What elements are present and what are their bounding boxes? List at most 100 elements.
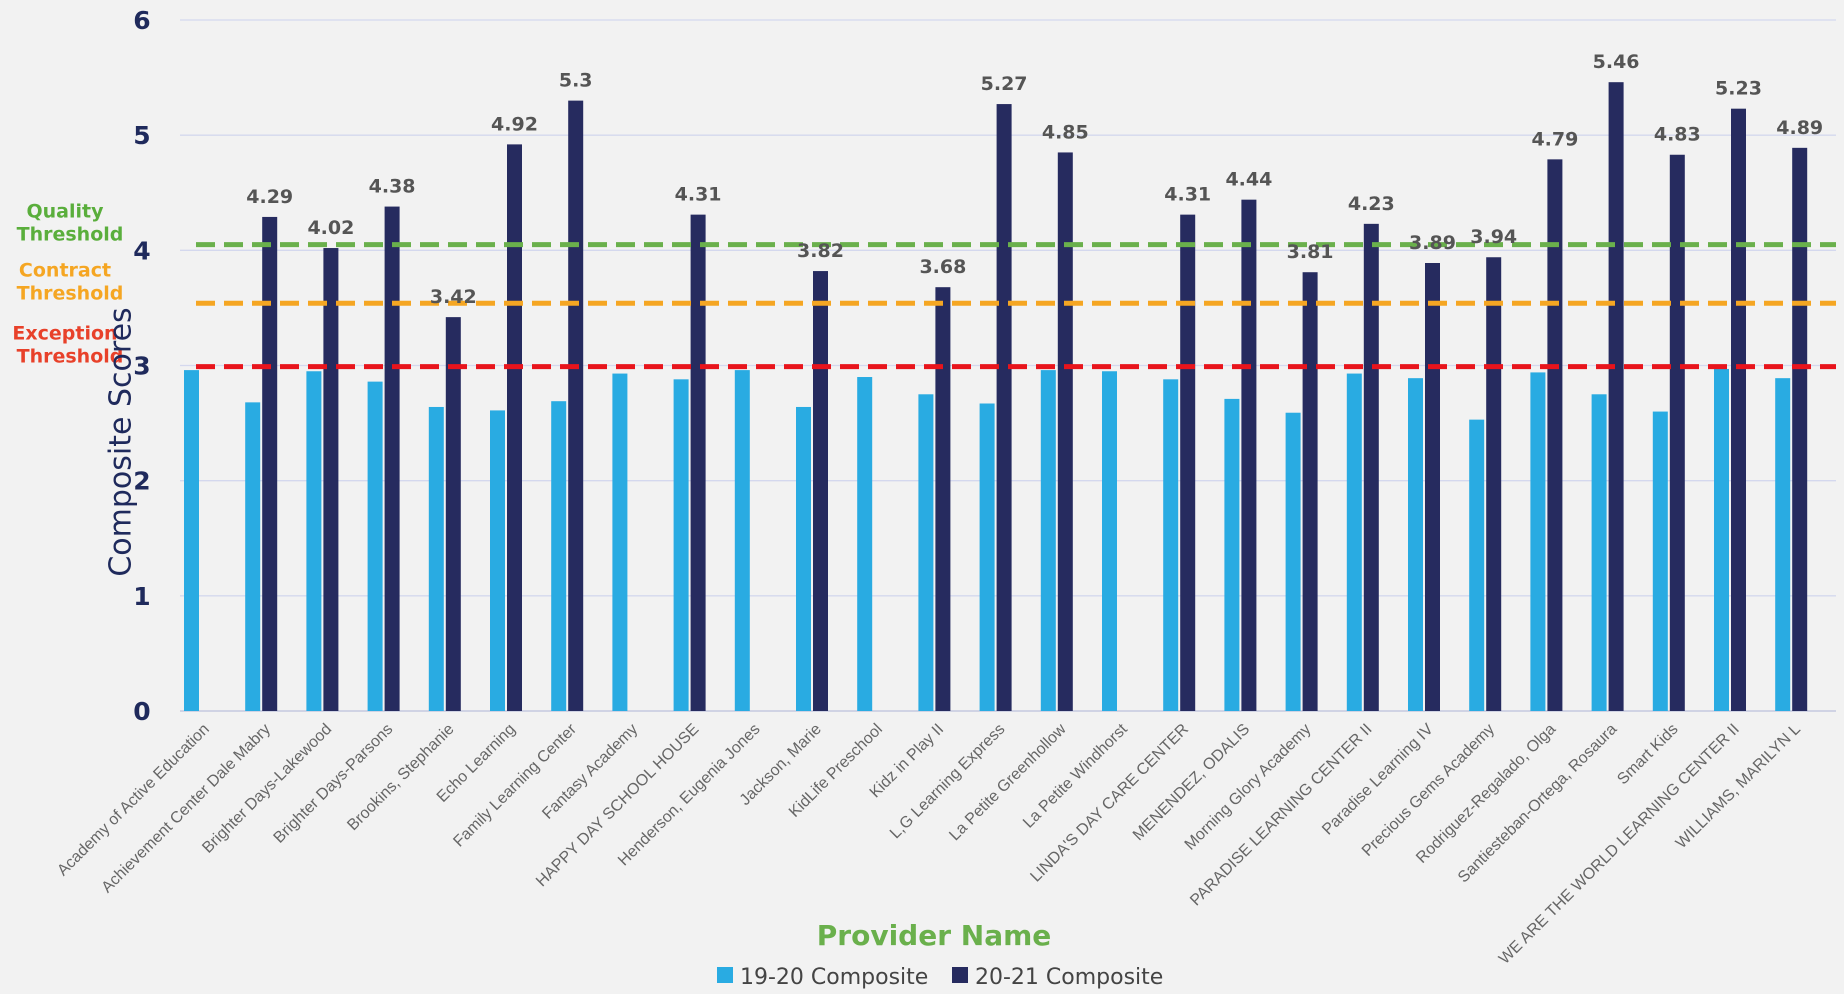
bar-19-20 <box>551 401 567 711</box>
x-tick-label: WILLIAMS, MARILYN L <box>1673 721 1804 852</box>
bar-19-20 <box>979 403 995 711</box>
y-tick-label: 3 <box>133 352 150 381</box>
bar-20-21 <box>1792 147 1808 711</box>
data-label: 5.46 <box>1593 51 1640 73</box>
x-tick-label: MENENDEZ, ODALIS <box>1130 721 1253 844</box>
legend-label-19-20: 19-20 Composite <box>740 965 928 990</box>
bar-20-21 <box>1486 257 1502 711</box>
bar-20-21 <box>568 100 584 711</box>
bar-20-21 <box>1180 214 1196 712</box>
threshold-label: Threshold <box>17 224 124 246</box>
bar-19-20 <box>673 379 689 711</box>
x-tick-label: Smart Kids <box>1614 721 1681 788</box>
x-tick-label: Paradise Learning IV <box>1319 721 1437 839</box>
data-label: 4.44 <box>1225 169 1272 191</box>
legend-swatch-20-21 <box>952 967 968 983</box>
data-label: 4.38 <box>369 176 416 198</box>
bar-20-21 <box>384 206 400 711</box>
bar-19-20 <box>1102 371 1117 711</box>
x-tick-label: Brookins, Stephanie <box>344 721 457 834</box>
legend-label-20-21: 20-21 Composite <box>975 965 1163 990</box>
bar-20-21 <box>813 271 828 711</box>
data-label: 4.02 <box>307 217 354 239</box>
bar-19-20 <box>1775 378 1791 711</box>
bar-20-21 <box>690 214 706 712</box>
y-axis-ticks: 0 1 2 3 4 5 6 <box>133 6 150 726</box>
y-axis-label: Composite Scores <box>104 307 139 576</box>
data-label: 3.89 <box>1409 232 1456 254</box>
bars <box>184 82 1808 712</box>
x-tick-label: Morning Glory Academy <box>1182 721 1315 854</box>
data-label: 3.68 <box>919 256 966 278</box>
bar-19-20 <box>428 406 444 711</box>
bar-20-21 <box>1241 199 1257 711</box>
data-label: 4.31 <box>675 184 722 206</box>
bar-19-20 <box>734 370 750 711</box>
x-tick-label: Family Learning Center <box>450 720 580 850</box>
threshold-label: Exception <box>12 323 117 345</box>
bar-19-20 <box>245 402 261 711</box>
bar-20-21 <box>1057 152 1073 712</box>
data-label: 3.42 <box>430 286 477 308</box>
data-label: 4.85 <box>1042 121 1089 143</box>
y-tick-label: 2 <box>133 467 150 496</box>
data-label: 5.3 <box>559 70 593 92</box>
bar-19-20 <box>1285 412 1301 711</box>
threshold-label: Threshold <box>17 346 124 368</box>
bar-20-21 <box>1302 272 1318 711</box>
bar-19-20 <box>1040 370 1056 711</box>
bar-20-21 <box>935 287 951 711</box>
bar-19-20 <box>306 371 322 711</box>
bar-19-20 <box>1163 379 1179 711</box>
y-tick-label: 6 <box>133 6 150 35</box>
bar-19-20 <box>857 377 873 711</box>
data-label: 3.81 <box>1287 241 1334 263</box>
data-labels: 4.29 4.02 4.38 3.42 4.92 5.3 4.31 3.82 3.68 5.27 4… <box>246 51 1823 308</box>
data-label: 5.27 <box>981 73 1028 95</box>
bar-19-20 <box>1714 368 1729 711</box>
y-tick-label: 0 <box>133 697 150 726</box>
data-label: 3.82 <box>797 240 844 262</box>
data-label: 4.29 <box>246 186 293 208</box>
bar-20-21 <box>1731 108 1746 711</box>
bar-20-21 <box>323 248 339 711</box>
bar-19-20 <box>1591 394 1607 711</box>
bar-19-20 <box>1346 373 1362 711</box>
bar-20-21 <box>507 144 522 711</box>
bar-20-21 <box>1425 263 1440 711</box>
y-tick-label: 4 <box>133 236 150 265</box>
data-label: 4.83 <box>1654 124 1701 146</box>
bar-19-20 <box>612 373 628 711</box>
y-tick-label: 1 <box>133 582 150 611</box>
bar-19-20 <box>796 406 811 711</box>
bar-20-21 <box>1363 223 1379 711</box>
data-label: 4.31 <box>1164 184 1211 206</box>
bar-19-20 <box>184 370 199 711</box>
thresholds: QualityThresholdContractThresholdExcepti… <box>12 201 1836 370</box>
bar-20-21 <box>262 216 278 711</box>
bar-19-20 <box>1530 372 1546 711</box>
bar-19-20 <box>367 381 383 711</box>
data-label: 4.79 <box>1531 128 1578 150</box>
data-label: 5.23 <box>1715 78 1762 100</box>
y-tick-label: 5 <box>133 121 150 150</box>
threshold-label: Threshold <box>17 282 124 304</box>
threshold-label: Contract <box>19 259 111 281</box>
x-tick-label: L,G Learning Express <box>887 721 1008 842</box>
bar-20-21 <box>1608 82 1624 711</box>
data-label: 4.89 <box>1776 117 1823 139</box>
bar-19-20 <box>1408 378 1423 711</box>
bar-20-21 <box>996 104 1012 712</box>
bar-20-21 <box>445 317 461 711</box>
data-label: 4.92 <box>491 113 538 135</box>
threshold-label: Quality <box>27 201 105 223</box>
data-label: 3.94 <box>1470 226 1517 248</box>
bar-19-20 <box>918 394 934 711</box>
data-label: 4.23 <box>1348 193 1395 215</box>
bar-19-20 <box>1224 398 1240 711</box>
x-tick-label: Brighter Days-Lakewood <box>199 721 335 857</box>
x-axis-label: Provider Name <box>817 919 1052 952</box>
x-tick-label: Brighter Days-Parsons <box>271 721 397 847</box>
bar-20-21 <box>1669 154 1685 711</box>
bar-20-21 <box>1547 159 1563 711</box>
